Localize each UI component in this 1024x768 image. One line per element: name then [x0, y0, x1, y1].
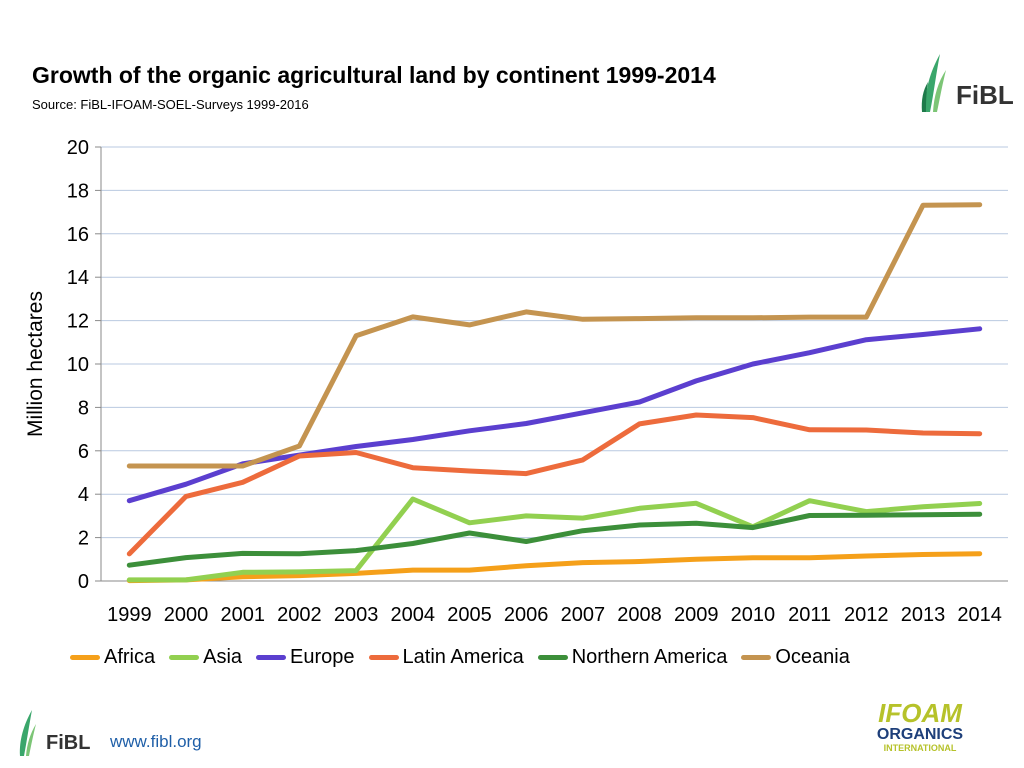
- x-tick-label: 2000: [164, 604, 209, 626]
- series-line-northern-america: [126, 511, 983, 568]
- fibl-logo-text: FiBL: [956, 80, 1014, 110]
- x-tick-label: 2013: [901, 604, 946, 626]
- x-tick-label: 2014: [957, 604, 1002, 626]
- x-tick-label: 1999: [107, 604, 152, 626]
- legend-item: Europe: [256, 646, 355, 669]
- series-line-europe: [126, 326, 983, 504]
- legend-label: Asia: [203, 645, 243, 668]
- series-line-africa: [126, 551, 983, 584]
- series-lines: [126, 202, 983, 584]
- y-tick-label: 4: [78, 484, 89, 506]
- y-tick-label: 2: [78, 528, 89, 550]
- fibl-footer-leaf-icon: [19, 710, 36, 756]
- y-tick-label: 10: [67, 354, 89, 376]
- series-line-oceania: [126, 202, 983, 469]
- x-tick-label: 2001: [220, 604, 265, 626]
- fibl-logo: FiBL: [920, 52, 1016, 114]
- y-tick-label: 16: [67, 224, 89, 246]
- series-line-asia: [126, 496, 983, 583]
- y-tick-labels: 0 2 4 6 8 10 12 14 16 18 20: [67, 137, 89, 593]
- fibl-footer-logo-text: FiBL: [46, 732, 91, 754]
- x-tick-labels: 1999 2000 2001 2002 2003 2004 2005 2006 2007 2008…: [107, 604, 1002, 626]
- legend-label: Europe: [290, 645, 355, 668]
- chart-source: Source: FiBL-IFOAM-SOEL-Surveys 1999-201…: [32, 97, 309, 112]
- legend-swatch: [169, 654, 200, 660]
- legend-item: Asia: [169, 646, 242, 669]
- x-tick-label: 2002: [277, 604, 322, 626]
- y-tick-label: 8: [78, 397, 89, 419]
- line-chart: 0 2 4 6 8 10 12 14 16 18 20 1999 2000 2001 2002 2003 20…: [24, 137, 1008, 626]
- chart-title: Growth of the organic agricultural land …: [32, 62, 716, 88]
- legend-swatch: [256, 654, 287, 660]
- legend-item: Africa: [70, 646, 155, 669]
- legend-swatch: [537, 654, 568, 660]
- ifoam-logo-line1: IFOAM: [878, 698, 962, 728]
- series-line-latin-america: [126, 412, 983, 557]
- y-tick-label: 20: [67, 137, 89, 159]
- legend-label: Northern America: [571, 645, 728, 668]
- x-tick-label: 2003: [334, 604, 379, 626]
- chart-legend: Africa Asia Europe Latin America Northern Am…: [70, 644, 970, 670]
- x-tick-label: 2008: [617, 604, 662, 626]
- y-tick-label: 12: [67, 311, 89, 333]
- ifoam-logo: IFOAM ORGANICS INTERNATIONAL: [872, 700, 968, 756]
- gridlines: [101, 146, 1008, 539]
- fibl-footer-logo: FiBL: [16, 708, 106, 758]
- legend-label: Latin America: [402, 645, 524, 668]
- y-tick-label: 14: [67, 267, 89, 289]
- legend-label: Oceania: [775, 645, 850, 668]
- legend-swatch: [368, 654, 399, 660]
- legend-swatch: [70, 654, 100, 660]
- ifoam-logo-line3: INTERNATIONAL: [883, 743, 957, 753]
- x-tick-label: 2004: [391, 604, 436, 626]
- legend-item: Oceania: [741, 646, 850, 669]
- x-tick-label: 2007: [561, 604, 606, 626]
- y-axis-label: Million hectares: [24, 291, 47, 437]
- legend-item: Latin America: [368, 645, 524, 669]
- axes: [95, 146, 1008, 582]
- x-tick-label: 2006: [504, 604, 549, 626]
- y-tick-label: 18: [67, 180, 89, 202]
- x-tick-label: 2011: [788, 604, 831, 626]
- legend-swatch: [741, 654, 772, 660]
- fibl-leaf-icon: [921, 54, 946, 112]
- ifoam-logo-line2: ORGANICS: [876, 726, 964, 743]
- y-tick-label: 0: [78, 571, 89, 593]
- y-tick-label: 6: [78, 441, 89, 463]
- x-tick-label: 2010: [731, 604, 776, 626]
- x-tick-label: 2005: [447, 604, 492, 626]
- website-link[interactable]: www.fibl.org: [110, 732, 202, 751]
- x-tick-label: 2012: [844, 604, 889, 626]
- legend-label: Africa: [104, 645, 156, 668]
- x-tick-label: 2009: [674, 604, 719, 626]
- legend-item: Northern America: [537, 645, 728, 669]
